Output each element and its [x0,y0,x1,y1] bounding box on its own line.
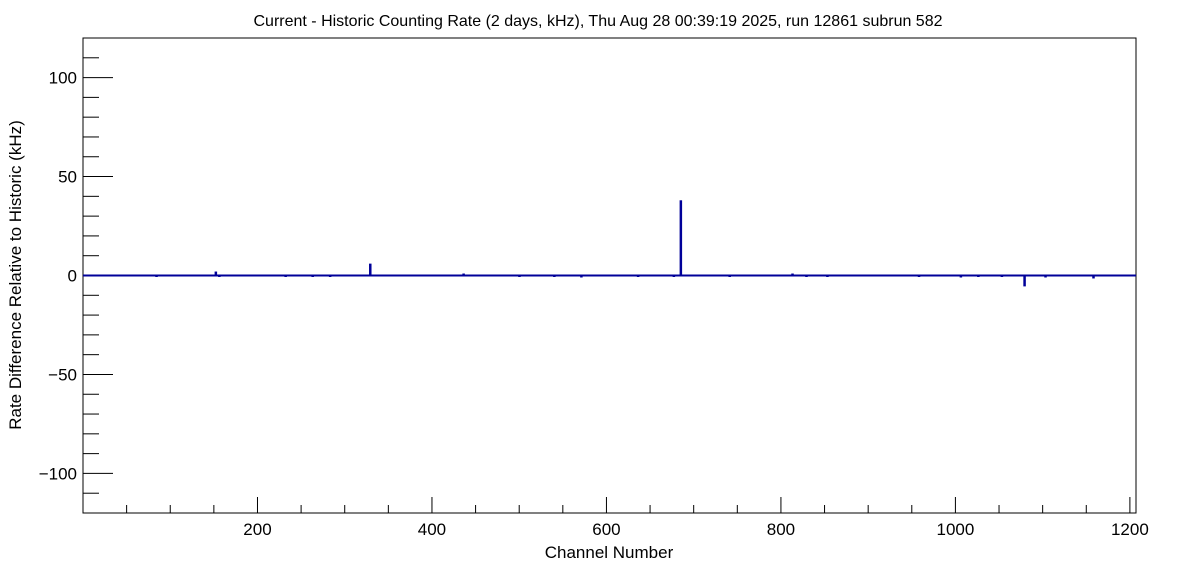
y-tick-label: 50 [58,168,77,187]
x-tick-label: 200 [243,520,271,539]
histogram-bin-741 [728,275,731,277]
histogram-bin-677 [672,275,676,277]
histogram-bin-263 [311,275,314,277]
x-tick-label: 1000 [936,520,974,539]
histogram-bin-1158 [1092,275,1095,279]
histogram-bin-685 [679,200,683,276]
y-tick-label: −50 [48,365,77,384]
x-tick-label: 600 [592,520,620,539]
histogram-bin-156 [218,275,221,277]
x-tick-label: 400 [418,520,446,539]
histogram-bin-571 [580,275,583,278]
histogram-bin-958 [917,275,921,277]
histogram-bin-329 [369,263,372,276]
chart-title: Current - Historic Counting Rate (2 days… [254,13,943,30]
histogram-bin-1053 [1000,275,1004,277]
histogram-bin-232 [284,275,287,277]
histogram-bin-283 [328,275,332,277]
histogram-bin-1026 [977,275,980,277]
y-tick-label: 0 [68,267,77,286]
histogram-bin-829 [805,275,808,277]
histogram-bin-1103 [1044,275,1047,278]
histogram-bin-84 [155,275,158,277]
histogram-bin-636 [636,275,640,277]
y-tick-label: 100 [49,69,77,88]
y-tick-label: −100 [39,464,77,483]
histogram-bin-500 [518,275,521,277]
histogram-bin-540 [553,275,556,277]
histogram-bin-436 [462,273,465,276]
y-axis-label: Rate Difference Relative to Historic (kH… [6,120,25,430]
histogram-bin-813 [791,273,794,276]
x-axis-label: Channel Number [545,543,674,562]
histogram-bin-853 [826,275,829,277]
histogram-bin-1079 [1023,275,1026,287]
x-tick-label: 800 [767,520,795,539]
data-marks [83,200,1136,287]
x-tick-label: 1200 [1111,520,1149,539]
axes: 200 400 600 800 1000 1200 −100 −50 0 50 100 [39,57,1149,539]
histogram-bin-1006 [959,275,963,278]
histogram-bin-152 [214,271,218,276]
